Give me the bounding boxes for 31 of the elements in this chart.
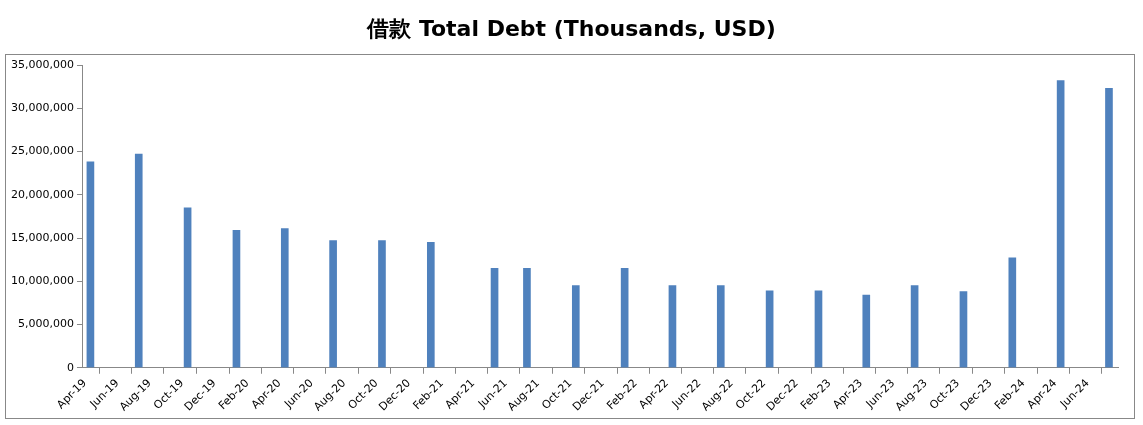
bar [523, 267, 531, 368]
y-tick-label: 25,000,000 [11, 144, 74, 158]
bar [490, 267, 499, 368]
bar [959, 291, 968, 368]
bar [280, 228, 289, 368]
y-tick-label: 30,000,000 [11, 101, 74, 115]
bar [620, 267, 629, 368]
bar [814, 290, 823, 368]
bar [134, 153, 143, 368]
bar [1056, 80, 1065, 368]
bar [910, 285, 919, 368]
y-tick-label: 10,000,000 [11, 274, 74, 288]
bar [183, 207, 192, 368]
bar [765, 290, 774, 368]
bar [232, 229, 241, 368]
bar [716, 285, 725, 368]
bar [571, 285, 580, 368]
bar [1008, 257, 1017, 368]
bar [329, 240, 337, 368]
y-tick-label: 5,000,000 [18, 317, 74, 331]
y-tick-label: 15,000,000 [11, 230, 74, 244]
bar [378, 240, 386, 368]
y-tick-label: 0 [66, 360, 74, 374]
chart-title: 借款 Total Debt (Thousands, USD) [365, 15, 777, 43]
bar [668, 285, 677, 368]
bar [86, 161, 95, 368]
bar [426, 242, 435, 368]
bar [862, 294, 871, 368]
y-tick-label: 35,000,000 [11, 57, 74, 71]
y-tick-label: 20,000,000 [11, 187, 74, 201]
bar [1105, 88, 1113, 368]
